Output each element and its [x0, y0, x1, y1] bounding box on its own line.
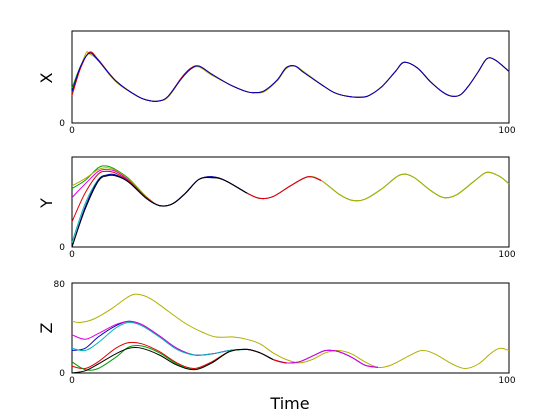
- series-layer-z: [71, 293, 510, 374]
- x-tick-label-z-0: 0: [69, 376, 75, 386]
- series-line-y-4: [71, 173, 248, 243]
- series-line-x-0: [71, 51, 510, 102]
- panel-x: 0 0 100 X: [37, 30, 516, 136]
- panel-z: 0 80 0 100 Z: [37, 280, 516, 386]
- x-tick-label-y-100: 100: [498, 250, 515, 260]
- series-line-y-3: [71, 170, 322, 223]
- series-line-z-2: [71, 320, 378, 368]
- y-axis-label-z: Z: [37, 322, 56, 333]
- y-tick-label-z-80: 80: [54, 280, 66, 290]
- plot-frame-x: [71, 30, 510, 124]
- x-tick-label-x-0: 0: [69, 126, 75, 136]
- series-line-y-6: [71, 174, 248, 248]
- series-line-x-1: [71, 52, 510, 102]
- x-tick-label-x-100: 100: [498, 126, 515, 136]
- panel-y: 0 0 100 Y: [37, 156, 516, 260]
- x-tick-label-y-0: 0: [69, 250, 75, 260]
- plot-frame-z: [71, 282, 510, 374]
- series-line-z-3: [71, 321, 247, 356]
- x-tick-label-z-100: 100: [498, 376, 515, 386]
- series-layer-x: [71, 51, 510, 102]
- plot-frame-y: [71, 156, 510, 248]
- series-line-x-3: [71, 52, 510, 102]
- series-layer-y: [71, 165, 510, 248]
- y-tick-label-y-0: 0: [59, 243, 65, 253]
- series-line-z-0: [71, 293, 510, 370]
- y-axis-label-x: X: [37, 72, 56, 83]
- y-axis-label-y: Y: [37, 198, 56, 209]
- series-line-y-5: [71, 173, 248, 248]
- y-tick-label-z-0: 0: [59, 369, 65, 379]
- series-line-z-1: [71, 320, 378, 368]
- y-tick-label-x-0: 0: [59, 119, 65, 129]
- series-line-x-2: [71, 51, 510, 102]
- series-line-z-6: [71, 346, 274, 374]
- x-axis-label: Time: [269, 394, 309, 413]
